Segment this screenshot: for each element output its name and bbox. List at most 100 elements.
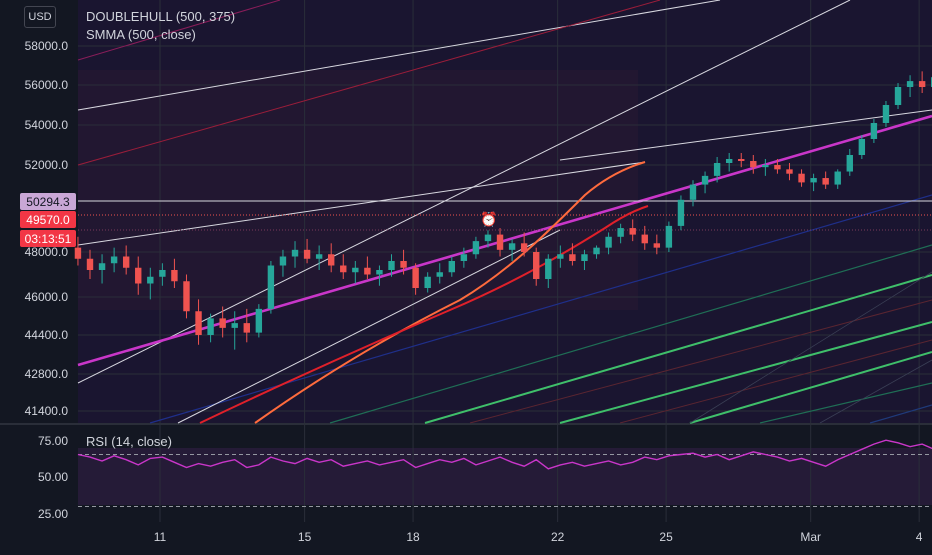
candle-body [460,254,468,261]
candle-body [243,323,250,333]
indicator-legend-smma[interactable]: SMMA (500, close) [86,27,196,42]
price-tick-label: 56000.0 [25,78,69,92]
candle-body [86,258,94,270]
date-tick-label: 4 [916,530,923,544]
candle-body [291,249,299,257]
candle-body [74,247,82,259]
candle-body [798,173,805,183]
fan-line [424,274,932,424]
candle-body [364,267,371,275]
hull-line-orange [254,161,646,424]
candle-body [303,249,311,259]
candle-body [870,123,878,139]
fan-line [329,244,932,424]
rsi-tick-label: 25.00 [38,507,68,521]
candle-body [400,261,407,268]
price-tag-bg [20,211,76,228]
date-tick-label: Mar [800,530,821,544]
candle-body [882,105,890,123]
price-tick-label: 46000.0 [25,290,69,304]
date-tick-label: 25 [659,530,673,544]
candle-body [569,254,576,261]
price-tick-label: 42800.0 [25,367,69,381]
fan-line [559,321,932,424]
price-tag-label: 03:13:51 [25,232,72,246]
alarm-icon: ⏰ [480,210,497,228]
trend-line [77,0,281,61]
candle-body [231,323,238,328]
indicator-legend-rsi[interactable]: RSI (14, close) [86,434,172,449]
candle-body [340,265,347,273]
candle-body [545,258,552,279]
candle-body [822,178,829,185]
trend-line [559,109,932,161]
rsi-tick-label: 50.00 [38,470,68,484]
candle-body [219,318,226,328]
candle-body [918,81,926,87]
candle-body [725,159,733,163]
pane-divider [0,423,932,425]
candle-body [677,199,685,226]
rsi-band-bg [78,448,932,505]
candle-body [98,263,106,270]
price-tag-bg [20,230,76,247]
candle-body [159,270,166,277]
candle-body [846,155,853,172]
fan-line [819,359,932,424]
candle-body [376,270,383,275]
price-tick-label: 48000.0 [25,245,69,259]
candle-body [533,252,540,279]
candle-body [255,308,263,333]
candle-body [122,256,130,268]
candle-body [665,225,673,248]
candle-body [605,236,612,248]
candle-body [581,254,588,261]
candle-body [617,228,624,237]
currency-badge[interactable]: USD [24,6,56,28]
rsi-line [77,439,932,470]
candle-body [424,276,431,288]
candle-body [315,254,323,259]
candle-body [701,175,709,185]
date-tick-label: 18 [406,530,420,544]
indicator-legend-doublehull[interactable]: DOUBLEHULL (500, 375) [86,9,236,24]
candle-body [183,281,190,312]
candle-body [267,265,275,309]
candle-body [810,178,817,183]
candle-body [195,311,202,335]
price-tick-label: 41400.0 [25,404,69,418]
candle-body [436,272,443,277]
fan-line [759,382,932,424]
hull-line-red [199,205,649,424]
candle-body [448,261,455,273]
candle-body [858,139,866,155]
candle-body [738,159,745,161]
candle-body [508,243,516,250]
candle-body [629,228,636,235]
candle-body [750,161,757,168]
fan-line [869,404,932,424]
fan-line [689,271,932,424]
candle-body [171,270,178,282]
date-tick-label: 22 [551,530,565,544]
trend-line [77,0,721,111]
trend-line [177,229,561,424]
price-tick-label: 44400.0 [25,328,69,342]
trend-line [77,0,661,166]
candle-body [520,243,528,252]
trend-line [77,161,646,246]
candle-body [327,254,335,266]
candle-body [762,165,769,168]
candle-body [472,241,480,255]
candle-body [774,165,781,170]
fan-line [619,339,932,424]
candle-body [147,276,154,284]
candle-body [110,256,118,264]
candle-body [689,184,697,200]
rsi-tick-label: 75.00 [38,434,68,448]
candle-body [713,163,721,176]
price-tag-label: 49570.0 [26,213,70,227]
date-tick-label: 15 [298,530,312,544]
